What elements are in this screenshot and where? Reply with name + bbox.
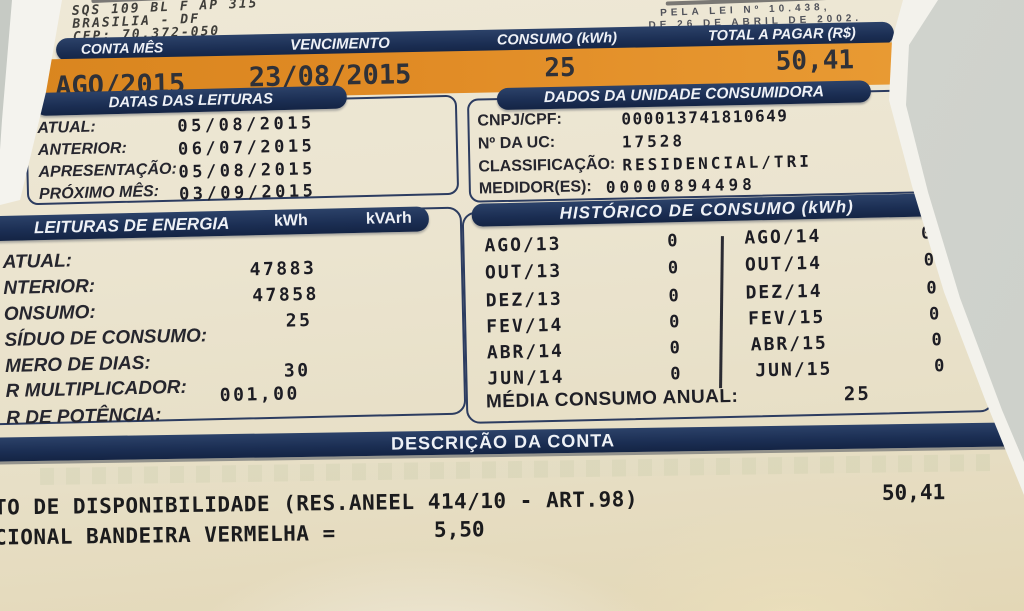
summary-header-consumo: CONSUMO (kWh) (496, 30, 618, 49)
row-value: 05/08/2015 (177, 113, 315, 137)
history-month: ABR/15 (750, 332, 829, 356)
history-month: ABR/14 (486, 340, 565, 364)
history-month: FEV/14 (486, 314, 564, 338)
summary-header-conta-mes: CONTA MÊS (80, 39, 164, 57)
history-month: DEZ/13 (485, 288, 563, 312)
unidade-title: DADOS DA UNIDADE CONSUMIDORA (543, 83, 825, 107)
leituras-unit-kwh: kWh (273, 212, 308, 230)
row-value: 17528 (621, 131, 686, 152)
row-value: 05/08/2015 (178, 159, 317, 183)
summary-header-vencimento: VENCIMENTO (289, 34, 391, 54)
historico-consumo-box: HISTÓRICO DE CONSUMO (kWh) AGO/13 0 OUT/… (461, 193, 995, 424)
row-label: APRESENTAÇÃO: (38, 160, 178, 181)
row-label: MEDIDOR(ES): (478, 178, 592, 198)
history-month: AGO/13 (484, 233, 562, 257)
row-label: ANTERIOR: (37, 139, 128, 159)
history-value: 0 (668, 312, 680, 333)
row-value: 47883 (249, 257, 317, 281)
row-label: ATUAL: (2, 250, 73, 273)
history-value: 0 (933, 356, 945, 377)
leituras-title: LEITURAS DE ENERGIA (33, 213, 230, 238)
history-value: 0 (670, 364, 681, 385)
bill-line-text: CIONAL BANDEIRA VERMELHA = (0, 521, 336, 550)
history-value: 0 (926, 278, 937, 299)
history-value: 0 (931, 330, 943, 351)
history-value: 0 (667, 231, 678, 252)
summary-value-consumo: 25 (543, 52, 576, 84)
row-value: RESIDENCIAL/TRI (622, 151, 813, 175)
media-anual-label: MÉDIA CONSUMO ANUAL: (485, 385, 739, 413)
summary-header-total: TOTAL A PAGAR (R$) (707, 25, 856, 45)
leituras-energia-box: LEITURAS DE ENERGIA kWh kVArh ATUAL: 478… (0, 206, 467, 429)
row-label: NTERIOR: (3, 275, 96, 299)
descricao-conta-title: DESCRIÇÃO DA CONTA (390, 430, 616, 454)
history-value: 0 (928, 304, 940, 325)
history-value: 0 (669, 338, 681, 359)
row-label: Nº DA UC: (477, 133, 556, 153)
row-label: CNPJ/CPF: (477, 110, 563, 130)
history-value: 0 (667, 258, 679, 279)
row-value: 25 (285, 309, 313, 332)
row-label: CLASSIFICAÇÃO: (478, 155, 616, 176)
history-month: FEV/15 (747, 306, 826, 330)
row-label: R DE POTÊNCIA: (6, 404, 162, 429)
row-value: 001,00 (219, 383, 301, 407)
row-label: R MULTIPLICADOR: (5, 376, 188, 402)
summary-value-total: 50,41 (775, 45, 855, 77)
row-value: 06/07/2015 (177, 136, 316, 160)
bill-line-amount: 50,41 (881, 480, 946, 505)
datas-leituras-box: DATAS DAS LEITURAS ATUAL: 05/08/2015 ANT… (24, 85, 460, 206)
row-label: ONSUMO: (3, 301, 96, 325)
historico-title: HISTÓRICO DE CONSUMO (kWh) (559, 197, 854, 223)
row-value: 000013741810649 (621, 106, 789, 129)
history-month: AGO/14 (744, 225, 822, 249)
history-month: JUN/15 (755, 358, 833, 382)
media-anual-value: 25 (843, 382, 872, 406)
row-label: MERO DE DIAS: (4, 352, 151, 377)
row-label: ATUAL: (37, 118, 96, 137)
history-month: DEZ/14 (745, 280, 823, 304)
row-label: SÍDUO DE CONSUMO: (4, 325, 208, 351)
row-value: 30 (283, 360, 311, 382)
leituras-unit-kvarh: kVArh (365, 209, 412, 228)
history-month: JUN/14 (487, 366, 565, 390)
unidade-consumidora-box: DADOS DA UNIDADE CONSUMIDORA CNPJ/CPF: 0… (466, 80, 926, 203)
row-value: 00000894498 (605, 174, 756, 197)
history-month: OUT/13 (484, 260, 563, 284)
history-month: OUT/14 (744, 252, 823, 276)
customer-address-block: SQS 109 BL F AP 315 BRASILIA - DF CEP: 7… (71, 0, 259, 45)
column-divider (719, 236, 724, 389)
history-value: 0 (668, 286, 679, 307)
row-label: PRÓXIMO MÊS: (38, 183, 160, 203)
row-value: 03/09/2015 (178, 181, 317, 205)
datas-leituras-title: DATAS DAS LEITURAS (108, 90, 274, 112)
row-value: 47858 (251, 283, 320, 307)
bill-line-amount: 5,50 (433, 517, 485, 542)
